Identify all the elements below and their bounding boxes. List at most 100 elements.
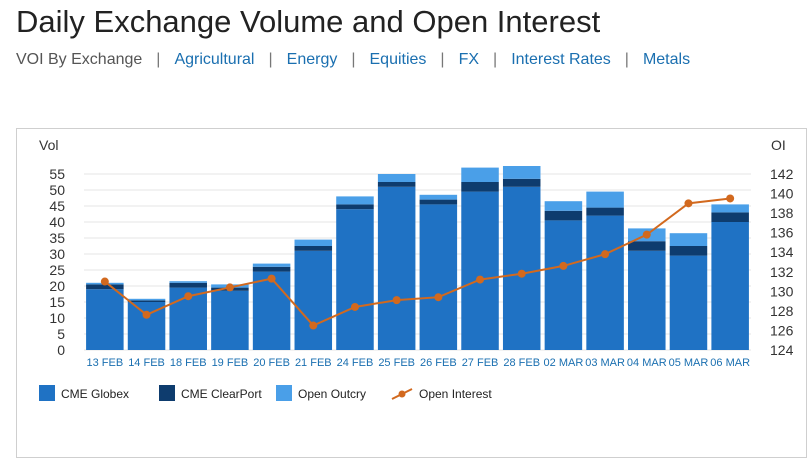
bar-cme-globex — [377, 186, 416, 350]
left-tick-label: 35 — [49, 230, 65, 246]
left-tick-label: 15 — [49, 294, 65, 310]
bar-cme-globex — [669, 255, 708, 350]
open-interest-point — [350, 302, 359, 311]
legend-swatch-open-outcry — [276, 385, 292, 401]
nav-item-energy[interactable]: Energy — [286, 51, 338, 68]
bar-cme-globex — [336, 209, 374, 350]
left-tick-label: 40 — [49, 214, 65, 230]
bar-open-outcry — [294, 239, 333, 246]
x-tick-label: 13 FEB — [87, 357, 124, 369]
bar-cme-clearport — [586, 207, 624, 216]
bar-cme-globex — [628, 250, 666, 350]
x-tick-label: 05 MAR — [669, 357, 709, 369]
open-interest-point — [476, 275, 485, 284]
x-tick-label: 21 FEB — [295, 357, 332, 369]
right-tick-label: 138 — [770, 205, 794, 221]
x-tick-label: 02 MAR — [544, 357, 584, 369]
bar-cme-clearport — [252, 266, 291, 272]
open-interest-line — [104, 197, 731, 327]
bar-cme-clearport — [544, 210, 583, 221]
left-tick-label: 55 — [49, 166, 65, 182]
left-tick-label: 0 — [57, 342, 65, 358]
bar-open-outcry — [252, 263, 291, 267]
right-tick-label: 136 — [770, 225, 794, 241]
bar-open-outcry — [669, 233, 708, 246]
bar-cme-globex — [711, 222, 749, 350]
bar-open-outcry — [127, 298, 166, 301]
bar-cme-clearport — [502, 178, 541, 187]
bar-open-outcry — [502, 166, 541, 179]
x-tick-label: 26 FEB — [420, 357, 457, 369]
bar-open-outcry — [169, 281, 207, 283]
open-interest-point — [184, 292, 193, 301]
left-tick-label: 50 — [49, 182, 65, 198]
bar-open-outcry — [544, 201, 583, 211]
bar-cme-globex — [502, 186, 541, 350]
page-title: Daily Exchange Volume and Open Interest — [16, 4, 601, 39]
right-tick-label: 128 — [770, 303, 794, 319]
right-tick-label: 130 — [770, 283, 794, 299]
open-interest-point — [559, 261, 568, 270]
x-tick-label: 20 FEB — [253, 357, 290, 369]
nav-separator: | — [624, 51, 629, 68]
nav-separator: | — [493, 51, 498, 68]
bar-cme-clearport — [419, 199, 458, 205]
bar-cme-clearport — [711, 212, 749, 222]
right-axis-label: OI — [771, 137, 786, 153]
legend-label-cme-clearport: CME ClearPort — [181, 387, 262, 401]
bar-open-outcry — [586, 191, 624, 208]
x-tick-label: 25 FEB — [378, 357, 415, 369]
bar-cme-clearport — [86, 284, 124, 290]
nav-separator: | — [156, 51, 161, 68]
nav-item-voi-by-exchange[interactable]: VOI By Exchange — [16, 51, 143, 68]
left-tick-label: 30 — [49, 246, 65, 262]
bar-open-outcry — [419, 194, 458, 200]
legend-label-cme-globex: CME Globex — [61, 387, 129, 401]
open-interest-point — [267, 274, 276, 283]
left-axis-label: Vol — [39, 137, 58, 153]
nav-item-equities[interactable]: Equities — [369, 51, 427, 68]
open-interest-point — [309, 321, 318, 330]
open-interest-point — [392, 296, 401, 305]
open-interest-point — [684, 199, 693, 208]
open-interest-point — [517, 269, 526, 278]
bar-cme-clearport — [294, 246, 333, 251]
right-tick-label: 124 — [770, 342, 794, 358]
legend-swatch-cme-globex — [39, 385, 55, 401]
x-tick-label: 19 FEB — [212, 357, 249, 369]
bar-open-outcry — [461, 167, 499, 182]
bar-cme-clearport — [628, 241, 666, 251]
bar-cme-globex — [86, 289, 124, 350]
nav-separator: | — [351, 51, 356, 68]
legend-swatch-cme-clearport — [159, 385, 175, 401]
nav-item-metals[interactable]: Metals — [642, 51, 691, 68]
open-interest-point — [601, 250, 610, 259]
right-tick-label: 142 — [770, 166, 794, 182]
open-interest-point — [642, 230, 651, 239]
legend-label-open-outcry: Open Outcry — [298, 387, 366, 401]
bar-cme-globex — [461, 191, 499, 350]
legend-marker-open-interest — [398, 390, 406, 398]
x-tick-label: 03 MAR — [585, 357, 625, 369]
open-interest-point — [100, 277, 109, 286]
bar-cme-globex — [586, 215, 624, 350]
nav-item-interest-rates[interactable]: Interest Rates — [511, 51, 611, 68]
bar-cme-globex — [544, 220, 583, 350]
bar-cme-clearport — [169, 282, 207, 288]
nav-bar: VOI By Exchange | Agricultural | Energy | Equi… — [16, 51, 690, 69]
left-tick-label: 5 — [57, 326, 65, 342]
chart-container: Vol OI 0 5 10 15 20 25 30 35 40 45 50 55 124 126 128 130 1… — [16, 128, 807, 458]
left-tick-label: 25 — [49, 262, 65, 278]
x-tick-label: 27 FEB — [462, 357, 499, 369]
bar-cme-clearport — [127, 300, 166, 302]
right-tick-label: 126 — [770, 322, 794, 338]
x-tick-label: 04 MAR — [627, 357, 667, 369]
open-interest-point — [434, 293, 443, 302]
bar-cme-clearport — [669, 246, 708, 256]
nav-item-fx[interactable]: FX — [458, 51, 480, 68]
nav-separator: | — [268, 51, 273, 68]
nav-item-agricultural[interactable]: Agricultural — [174, 51, 255, 68]
bar-open-outcry — [711, 204, 749, 213]
bar-open-outcry — [377, 174, 416, 182]
